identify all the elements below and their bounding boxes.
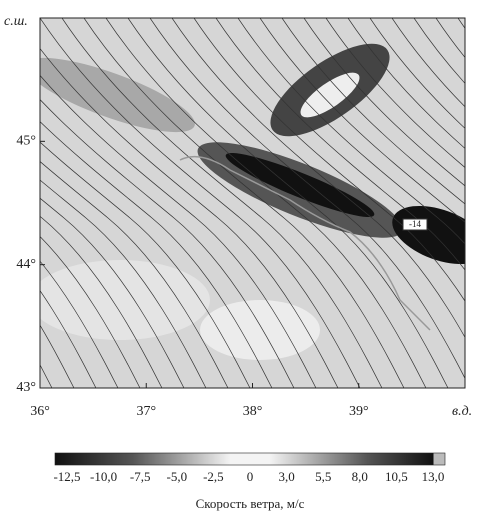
colorbar [54, 452, 446, 466]
streamline [40, 179, 207, 388]
colorbar-tick-label: -10,0 [90, 469, 117, 484]
streamline [171, 18, 465, 339]
streamline [303, 18, 465, 187]
streamline [215, 18, 465, 271]
y-tick-label: 43° [16, 380, 36, 395]
colorbar-tick-label: -7,5 [130, 469, 151, 484]
streamline [40, 197, 185, 388]
streamline [40, 18, 361, 388]
y-axis-label: с.ш. [4, 14, 28, 29]
colorbar-tick-label: 0 [247, 469, 254, 484]
streamline [237, 18, 465, 245]
streamline [40, 324, 75, 388]
y-tick-label: 45° [16, 134, 36, 149]
streamline [369, 18, 465, 129]
colorbar-tick-label: -5,0 [167, 469, 188, 484]
streamline [281, 18, 465, 205]
streamline [40, 161, 229, 388]
colorbar-tick-label: 5,5 [315, 469, 331, 484]
streamline [40, 236, 141, 388]
colorbar-tick-label: -2,5 [203, 469, 224, 484]
streamline [193, 18, 465, 302]
colorbar-tick-label: 3,0 [278, 469, 294, 484]
colorbar-tick-label: 10,5 [385, 469, 408, 484]
x-tick-label: 39° [349, 404, 369, 419]
streamline [259, 18, 465, 223]
streamline [40, 215, 163, 388]
streamline [149, 18, 465, 380]
streamline [40, 74, 317, 388]
streamline [325, 18, 465, 168]
streamline [40, 141, 251, 388]
y-tick-label: 44° [16, 257, 36, 272]
colorbar-tick-label: -12,5 [53, 469, 80, 484]
streamline [40, 121, 273, 388]
streamline [61, 18, 383, 388]
streamline [105, 18, 427, 388]
map-field: -14 [40, 18, 465, 388]
x-axis-label: в.д. [452, 404, 472, 419]
streamline [40, 290, 97, 388]
streamline [127, 18, 449, 388]
contour-label: -14 [409, 219, 421, 229]
streamline [40, 48, 339, 388]
streamline [391, 18, 465, 108]
x-tick-label: 37° [136, 404, 156, 419]
streamline [40, 99, 295, 388]
colorbar-tick-label: 8,0 [352, 469, 368, 484]
streamline [40, 260, 119, 388]
colorbar-tick-label: 13,0 [422, 469, 445, 484]
x-tick-label: 38° [243, 404, 263, 419]
streamline [347, 18, 465, 149]
x-tick-label: 36° [30, 404, 50, 419]
colorbar-label: Скорость ветра, м/с [196, 496, 305, 511]
streamline [83, 18, 405, 388]
